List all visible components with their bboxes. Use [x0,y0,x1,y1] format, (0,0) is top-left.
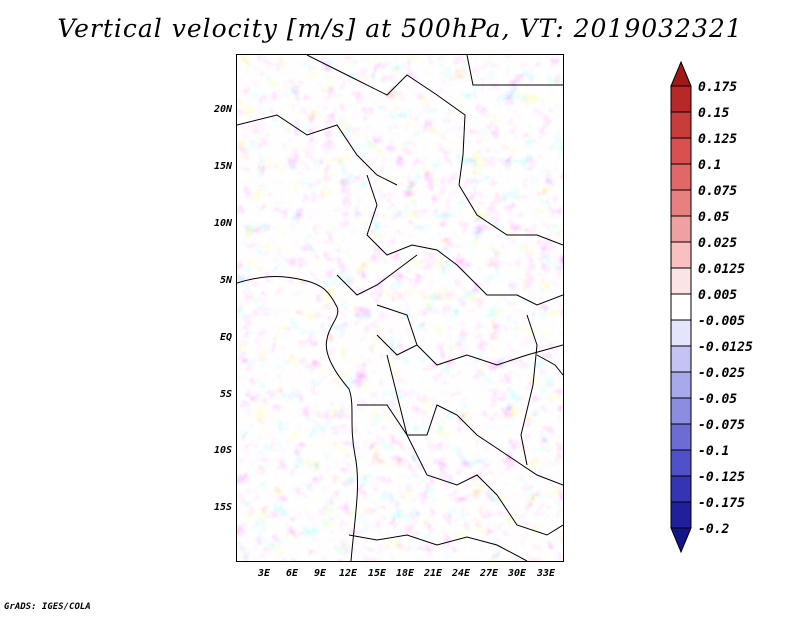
colorbar-label-015: 0.15 [698,106,730,121]
colorbar-cell [670,449,692,477]
colorbar-label-0075: 0.075 [698,184,738,199]
x-label-30e: 30E [507,568,527,579]
colorbar-label-neg0125: -0.125 [698,470,745,485]
colorbar-cell [670,345,692,373]
x-label-27e: 27E [479,568,499,579]
velocity-field [237,55,563,561]
y-label-20n: 20N [213,104,232,115]
colorbar-label-005: 0.05 [698,210,730,225]
colorbar-label-neg0005: -0.005 [698,314,745,329]
colorbar-cell [670,293,692,321]
y-label-15s: 15S [213,502,232,513]
colorbar-label-neg00125: -0.0125 [698,340,753,355]
colorbar-label-0025: 0.025 [698,236,738,251]
colorbar-label-01: 0.1 [698,158,722,173]
country-borders [236,54,564,562]
colorbar-cell [670,215,692,243]
colorbar-top-arrow [670,60,692,87]
x-label-12e: 12E [338,568,358,579]
x-label-15e: 15E [367,568,387,579]
colorbar-label-neg01: -0.1 [698,444,730,459]
colorbar-label-0125: 0.125 [698,132,738,147]
colorbar-label-neg0075: -0.075 [698,418,745,433]
colorbar-cell [670,319,692,347]
x-label-21e: 21E [423,568,443,579]
colorbar-label-0175: 0.175 [698,80,738,95]
x-label-18e: 18E [395,568,415,579]
colorbar-cell [670,475,692,503]
colorbar-cell [670,397,692,425]
x-label-6e: 6E [285,568,299,579]
x-label-9e: 9E [313,568,327,579]
page-title: Vertical velocity [m/s] at 500hPa, VT: 2… [57,14,743,43]
colorbar-cell [670,267,692,295]
map-field [236,54,564,562]
colorbar-label-neg0175: -0.175 [698,496,745,511]
colorbar-cell [670,371,692,399]
x-label-33e: 33E [536,568,556,579]
colorbar-label-00125: 0.0125 [698,262,745,277]
y-label-eq: EQ [219,332,232,343]
y-label-15n: 15N [213,161,232,172]
x-label-24e: 24E [451,568,471,579]
colorbar-cell [670,111,692,139]
colorbar-cell [670,85,692,113]
colorbar-cell [670,501,692,529]
colorbar-label-0005: 0.005 [698,288,738,303]
y-label-10n: 10N [213,218,232,229]
colorbar-label-neg005: -0.05 [698,392,738,407]
y-label-10s: 10S [213,445,232,456]
colorbar-cell [670,137,692,165]
colorbar-bottom-arrow [670,527,692,554]
colorbar [670,60,692,554]
map-panel [236,54,564,562]
colorbar-label-neg0025: -0.025 [698,366,745,381]
x-label-3e: 3E [257,568,271,579]
colorbar-label-neg02: -0.2 [698,522,730,537]
footer-credit: GrADS: IGES/COLA [4,602,91,612]
y-label-5n: 5N [219,275,232,286]
colorbar-cell [670,241,692,269]
y-label-5s: 5S [219,389,232,400]
colorbar-cell [670,423,692,451]
colorbar-cell [670,163,692,191]
colorbar-cell [670,189,692,217]
